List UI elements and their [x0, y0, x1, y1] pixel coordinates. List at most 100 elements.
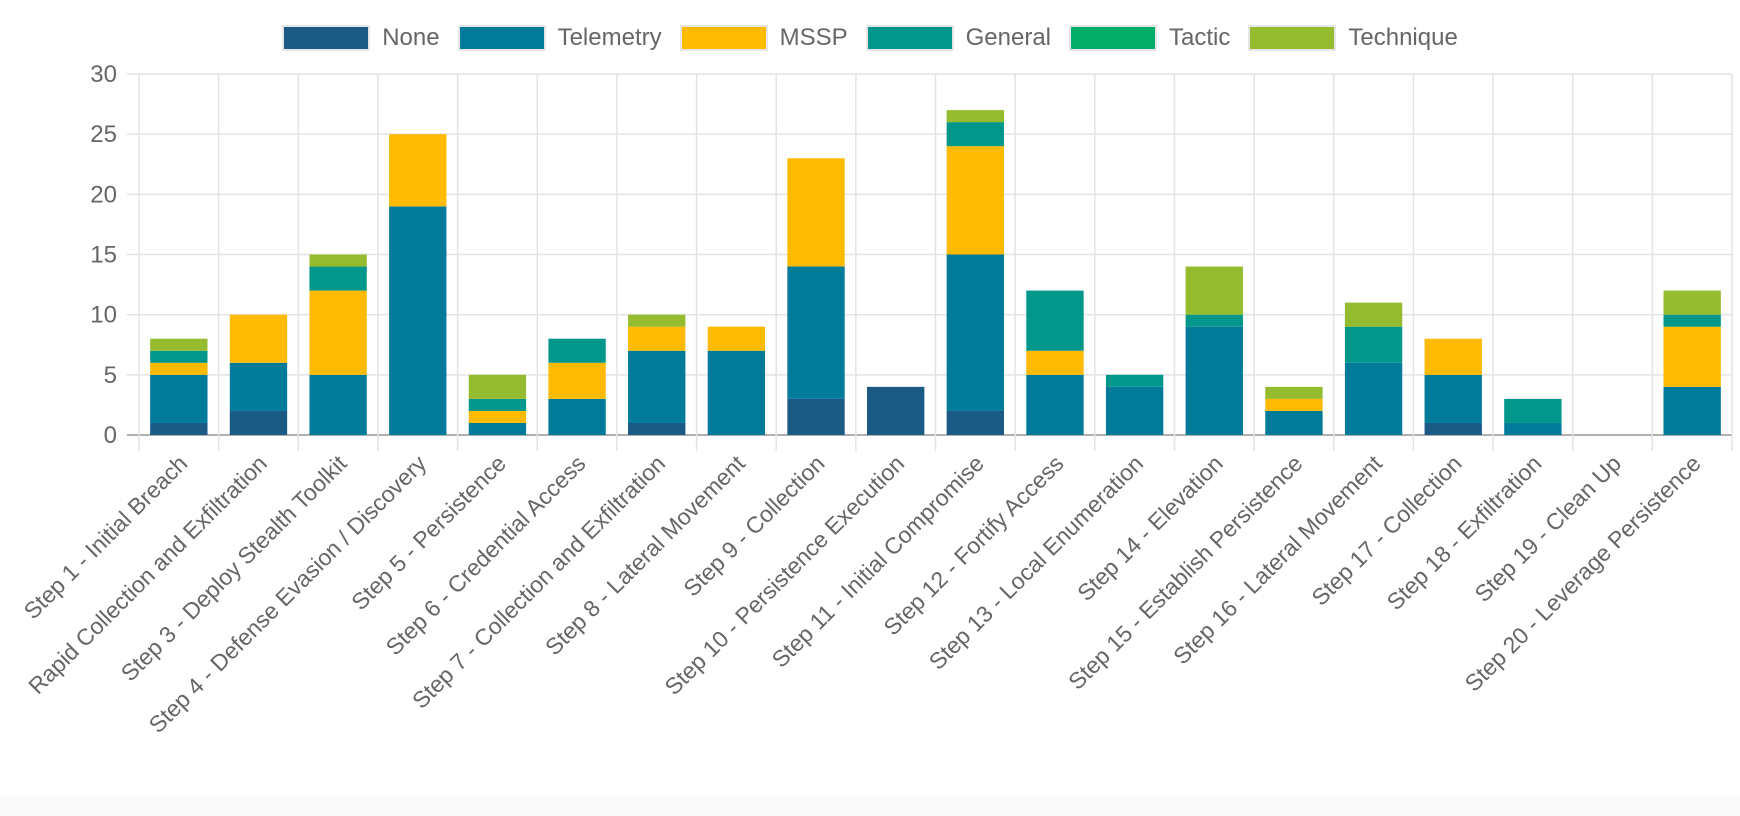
bar-segment-telemetry[interactable] [1663, 386, 1721, 435]
bar-segment-none[interactable] [946, 410, 1004, 435]
legend-label: General [965, 24, 1052, 51]
bar-stack[interactable] [707, 326, 766, 435]
bar-segment-technique[interactable] [150, 338, 208, 351]
bar-segment-none[interactable] [229, 410, 288, 435]
bar-stack[interactable] [1105, 374, 1164, 435]
bar-segment-mssp[interactable] [1424, 338, 1482, 375]
bar-segment-telemetry[interactable] [309, 374, 367, 435]
bar-stack[interactable] [548, 338, 606, 435]
bar-segment-general[interactable] [1344, 326, 1403, 363]
bar-stack[interactable] [229, 314, 288, 435]
bar-segment-telemetry[interactable] [707, 350, 766, 435]
bar-segment-mssp[interactable] [1663, 326, 1721, 387]
bar-stack[interactable] [309, 254, 367, 436]
bar-segment-mssp[interactable] [1026, 350, 1084, 375]
legend-item-tactic[interactable]: Tactic [1069, 24, 1230, 52]
bar-segment-technique[interactable] [946, 110, 1004, 123]
legend-item-technique[interactable]: Technique [1248, 24, 1458, 52]
bar-segment-none[interactable] [867, 386, 925, 435]
legend-item-none[interactable]: None [282, 24, 440, 52]
bar-segment-telemetry[interactable] [389, 206, 447, 435]
x-tick-label: Step 14 - Elevation [1072, 450, 1228, 606]
bar-segment-mssp[interactable] [229, 314, 288, 363]
bar-segment-general[interactable] [946, 122, 1004, 147]
bar-segment-telemetry[interactable] [1105, 386, 1164, 435]
legend-label: Tactic [1169, 24, 1231, 51]
bar-segment-technique[interactable] [1265, 386, 1323, 399]
bar-segment-telemetry[interactable] [1026, 374, 1084, 435]
bar-stack[interactable] [1265, 386, 1323, 435]
bar-stack[interactable] [787, 158, 845, 435]
bar-segment-mssp[interactable] [150, 362, 208, 375]
bar-segment-general[interactable] [150, 350, 208, 363]
bar-segment-none[interactable] [150, 422, 208, 435]
legend-item-telemetry[interactable]: Telemetry [457, 24, 662, 52]
bar-segment-telemetry[interactable] [628, 350, 686, 423]
bar-stack[interactable] [150, 338, 208, 435]
bar-segment-mssp[interactable] [309, 290, 367, 375]
bar-stack[interactable] [946, 110, 1004, 435]
bar-segment-mssp[interactable] [946, 146, 1004, 255]
bar-stack[interactable] [1344, 302, 1403, 435]
bar-segment-telemetry[interactable] [946, 254, 1004, 411]
legend-label: Technique [1348, 24, 1458, 51]
x-tick-label: Step 17 - Collection [1306, 450, 1466, 610]
legend-item-general[interactable]: General [865, 24, 1052, 52]
bar-segment-technique[interactable] [628, 314, 686, 327]
legend-swatch [679, 25, 768, 51]
bar-stack[interactable] [1504, 398, 1562, 435]
bar-segment-general[interactable] [1185, 314, 1243, 327]
bar-segment-general[interactable] [309, 266, 367, 291]
legend-swatch [282, 25, 371, 51]
bar-segment-none[interactable] [1424, 422, 1482, 435]
bar-stack[interactable] [389, 134, 447, 435]
bar-segment-general[interactable] [1026, 290, 1084, 351]
bar-segment-telemetry[interactable] [787, 266, 845, 399]
bars [150, 110, 1721, 435]
bar-segment-mssp[interactable] [548, 362, 606, 399]
bar-segment-telemetry[interactable] [1504, 422, 1562, 435]
bar-segment-telemetry[interactable] [468, 422, 527, 435]
bar-segment-general[interactable] [1504, 398, 1562, 423]
x-tick-label: Step 18 - Exfiltration [1382, 450, 1547, 615]
bar-segment-mssp[interactable] [628, 326, 686, 351]
bar-segment-none[interactable] [787, 398, 845, 435]
legend-item-mssp[interactable]: MSSP [679, 24, 848, 52]
bar-segment-general[interactable] [1105, 374, 1164, 387]
bar-segment-technique[interactable] [468, 374, 527, 399]
bar-segment-none[interactable] [628, 422, 686, 435]
bar-segment-technique[interactable] [309, 254, 367, 267]
legend-swatch [457, 25, 546, 51]
x-tick-label: Step 4 - Defense Evasion / Discovery [144, 450, 432, 738]
bar-segment-telemetry[interactable] [1424, 374, 1482, 423]
x-tick-label: Step 9 - Collection [678, 450, 829, 601]
bar-segment-general[interactable] [1663, 314, 1721, 327]
legend-label: None [382, 24, 440, 51]
bar-segment-general[interactable] [468, 398, 527, 411]
bar-segment-mssp[interactable] [468, 410, 527, 423]
bar-segment-telemetry[interactable] [548, 398, 606, 435]
bar-segment-telemetry[interactable] [1185, 326, 1243, 435]
bar-stack[interactable] [1424, 338, 1482, 435]
bar-segment-technique[interactable] [1185, 266, 1243, 315]
x-tick-label: Step 19 - Clean Up [1469, 450, 1626, 607]
bar-segment-technique[interactable] [1344, 302, 1403, 327]
bar-segment-telemetry[interactable] [229, 362, 288, 411]
bar-segment-technique[interactable] [1663, 290, 1721, 315]
y-tick-label: 25 [90, 121, 117, 148]
bar-segment-mssp[interactable] [1265, 398, 1323, 411]
bar-segment-telemetry[interactable] [150, 374, 208, 423]
bar-segment-mssp[interactable] [389, 134, 447, 207]
bar-stack[interactable] [1663, 290, 1721, 435]
bar-stack[interactable] [628, 314, 686, 435]
bar-segment-telemetry[interactable] [1344, 362, 1403, 435]
bar-stack[interactable] [1026, 290, 1084, 435]
bar-stack[interactable] [867, 386, 925, 435]
bar-segment-mssp[interactable] [787, 158, 845, 267]
bar-segment-telemetry[interactable] [1265, 410, 1323, 435]
bar-stack[interactable] [1185, 266, 1243, 435]
bar-segment-mssp[interactable] [707, 326, 766, 351]
bar-segment-general[interactable] [548, 338, 606, 363]
bar-stack[interactable] [468, 374, 527, 435]
